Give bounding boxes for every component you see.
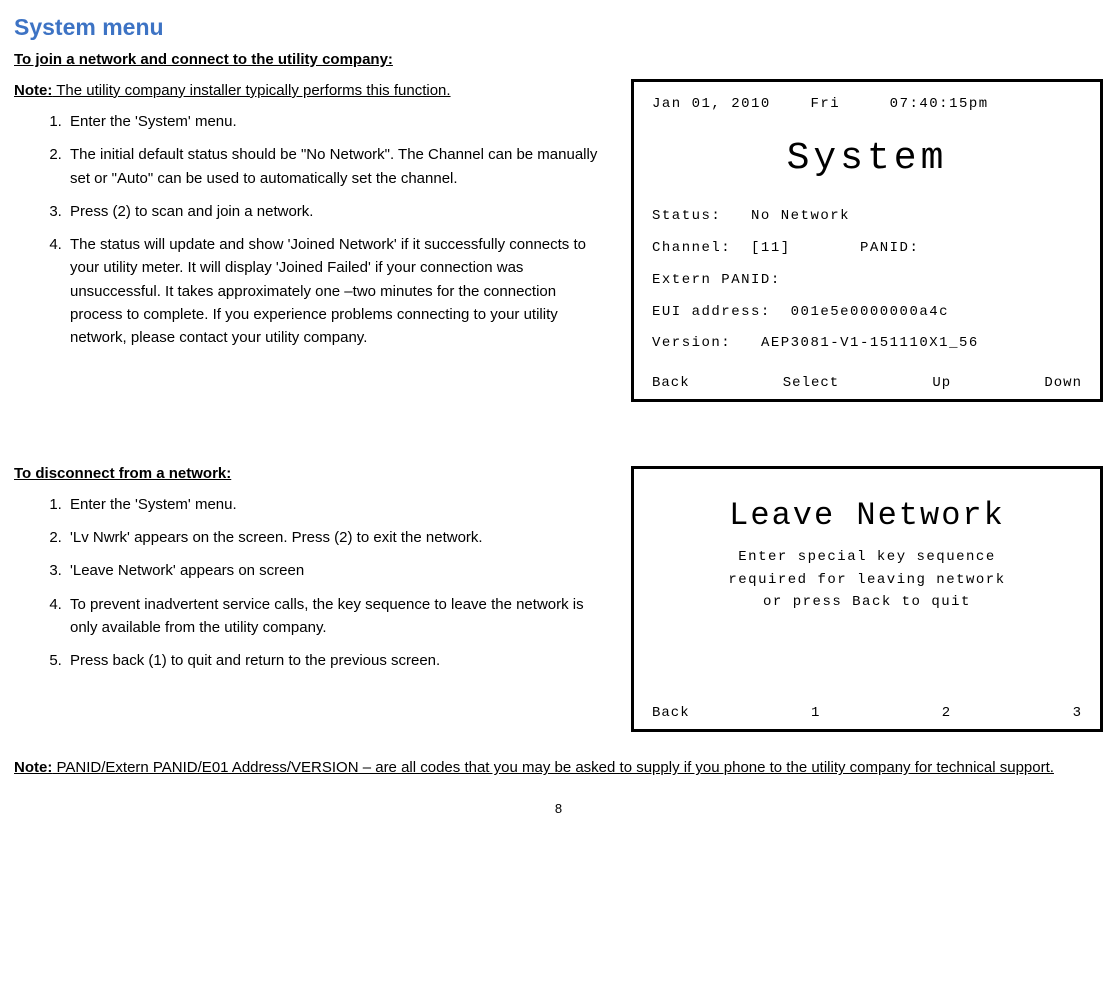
screen2-title: Leave Network <box>652 491 1082 541</box>
screen1-day: Fri <box>810 96 840 112</box>
screen1-status-label: Status: <box>652 208 721 224</box>
bottom-note-text: PANID/Extern PANID/E01 Address/VERSION –… <box>52 759 1054 776</box>
screen2-sub3: or press Back to quit <box>763 594 971 610</box>
note-text: The utility company installer typically … <box>52 82 450 99</box>
screen1-version-value: AEP3081-V1-151110X1_56 <box>761 335 979 351</box>
bottom-note-label: Note: <box>14 759 52 776</box>
bottom-note: Note: PANID/Extern PANID/E01 Address/VER… <box>14 756 1103 779</box>
screen1-softkey-down: Down <box>1044 373 1082 395</box>
screen1-channel-value: [11] <box>751 240 791 256</box>
screen1-title: System <box>652 130 1082 189</box>
screen1-softkey-select: Select <box>783 373 839 395</box>
screen1-eui-label: EUI address: <box>652 304 771 320</box>
screen2-softkey-3: 3 <box>1073 703 1082 725</box>
screen2-softkey-2: 2 <box>942 703 951 725</box>
screen1-date: Jan 01, 2010 <box>652 96 771 112</box>
screen1-extern-label: Extern PANID: <box>652 272 781 288</box>
screen1-softkey-back: Back <box>652 373 690 395</box>
screen1-channel-label: Channel: <box>652 240 731 256</box>
page-title: System menu <box>14 10 1103 46</box>
device-screen-system: Jan 01, 2010 Fri 07:40:15pm System Statu… <box>631 79 1103 402</box>
screen2-sub1: Enter special key sequence <box>738 549 995 565</box>
screen1-eui-value: 001e5e0000000a4c <box>791 304 949 320</box>
screen1-version-label: Version: <box>652 335 731 351</box>
device-screen-leave: Leave Network Enter special key sequence… <box>631 466 1103 732</box>
section1-lead-text: To join a network and connect to the uti… <box>14 51 393 68</box>
section2-lead-text: To disconnect from a network: <box>14 465 231 482</box>
screen1-time: 07:40:15pm <box>890 96 989 112</box>
screen1-panid-label: PANID: <box>860 240 919 256</box>
screen2-softkey-1: 1 <box>811 703 820 725</box>
page-number: 8 <box>14 799 1103 819</box>
note-label: Note: <box>14 82 52 99</box>
screen1-status-value: No Network <box>751 208 850 224</box>
section1-lead: To join a network and connect to the uti… <box>14 48 1103 71</box>
screen2-softkey-back: Back <box>652 703 690 725</box>
screen1-softkey-up: Up <box>932 373 951 395</box>
screen2-sub2: required for leaving network <box>728 572 1005 588</box>
